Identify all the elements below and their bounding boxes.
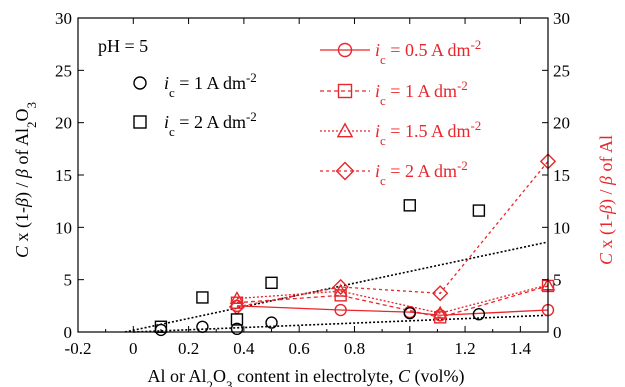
x-axis-title: Al or Al2O3 content in electrolyte, C (v… [148,366,465,387]
legends: ic = 1 A dm-2 ic = 2 A dm-2 ic = 0.5 A dm-… [133,37,481,188]
data-point-red [432,285,449,302]
data-point-red [334,303,347,317]
y-axis-title-left: C x (1-β) / β of Al2O3 [12,102,39,258]
fit-line-black-1 [133,314,549,333]
x-tick-label: 0.2 [178,339,199,358]
legend-label-red-1: ic = 0.5 A dm-2 [375,37,481,67]
x-tick-label: -0.2 [65,339,92,358]
y-tick-label-left: 10 [55,218,72,237]
y-tick-label-left: 15 [55,166,72,185]
fit-line-black-2 [124,241,549,333]
x-tick-label: 1.4 [510,339,532,358]
data-point-black [265,316,278,329]
y-tick-label-right: 15 [553,166,570,185]
data-point-red [229,291,245,305]
legend-marker-red-2 [337,83,353,99]
legend-label-red-3: ic = 1.5 A dm-2 [375,118,481,148]
x-tick-label: 1 [406,339,415,358]
fit-lines [124,241,549,333]
plot-frame [77,17,549,333]
y-tick-label-left: 25 [55,61,72,80]
annotation-ph: pH = 5 [98,36,148,56]
data-point-black [196,291,209,304]
legend-label-black-1: ic = 1 A dm-2 [164,70,257,100]
series-red-line-2 [236,285,549,319]
data-point-black [265,276,278,290]
legend-label-black-2: ic = 2 A dm-2 [164,109,257,139]
data-point-red [432,305,448,319]
data-point-black [472,308,486,321]
legend-marker-black-2 [133,115,147,129]
data-point-black [196,320,209,333]
x-tick-label: 0.6 [289,339,310,358]
legend-label-red-2: ic = 1 A dm-2 [375,78,468,108]
y-tick-label-right: 20 [553,114,570,133]
series [154,153,557,337]
y-tick-label-right: 10 [553,218,570,237]
y-tick-label-right: 30 [553,9,570,28]
y-axis-title-right: C x (1-β) / β of Al [596,135,617,265]
legend-marker-red-3 [336,122,354,138]
x-tick-label: 1.2 [454,339,475,358]
series-red-line-3 [236,284,549,314]
y-tick-label-right: 25 [553,61,570,80]
y-tick-label-left: 20 [55,114,72,133]
y-tick-label-right: 5 [553,271,562,290]
data-point-black [403,306,416,320]
y-tick-label-left: 30 [55,9,72,28]
y-tick-label-right: 0 [553,323,562,342]
x-tick-label: 0 [129,339,138,358]
data-point-red [332,278,349,296]
x-tick-label: 0.4 [233,339,255,358]
series-red-line-1 [236,305,549,316]
y-tick-label-left: 0 [64,323,73,342]
data-point-black [230,322,244,336]
legend-marker-red-1 [337,42,353,58]
x-tick-label: 0.8 [344,339,365,358]
data-point-black [403,199,416,212]
series-red-line-4 [236,160,549,308]
y-tick-label-left: 5 [64,271,73,290]
data-point-black [230,313,244,326]
data-point-black [472,204,486,217]
axes [77,17,549,333]
legend-marker-black-1 [133,76,147,90]
legend-label-red-4: ic = 2 A dm-2 [375,158,468,188]
legend-marker-red-4 [335,161,355,181]
